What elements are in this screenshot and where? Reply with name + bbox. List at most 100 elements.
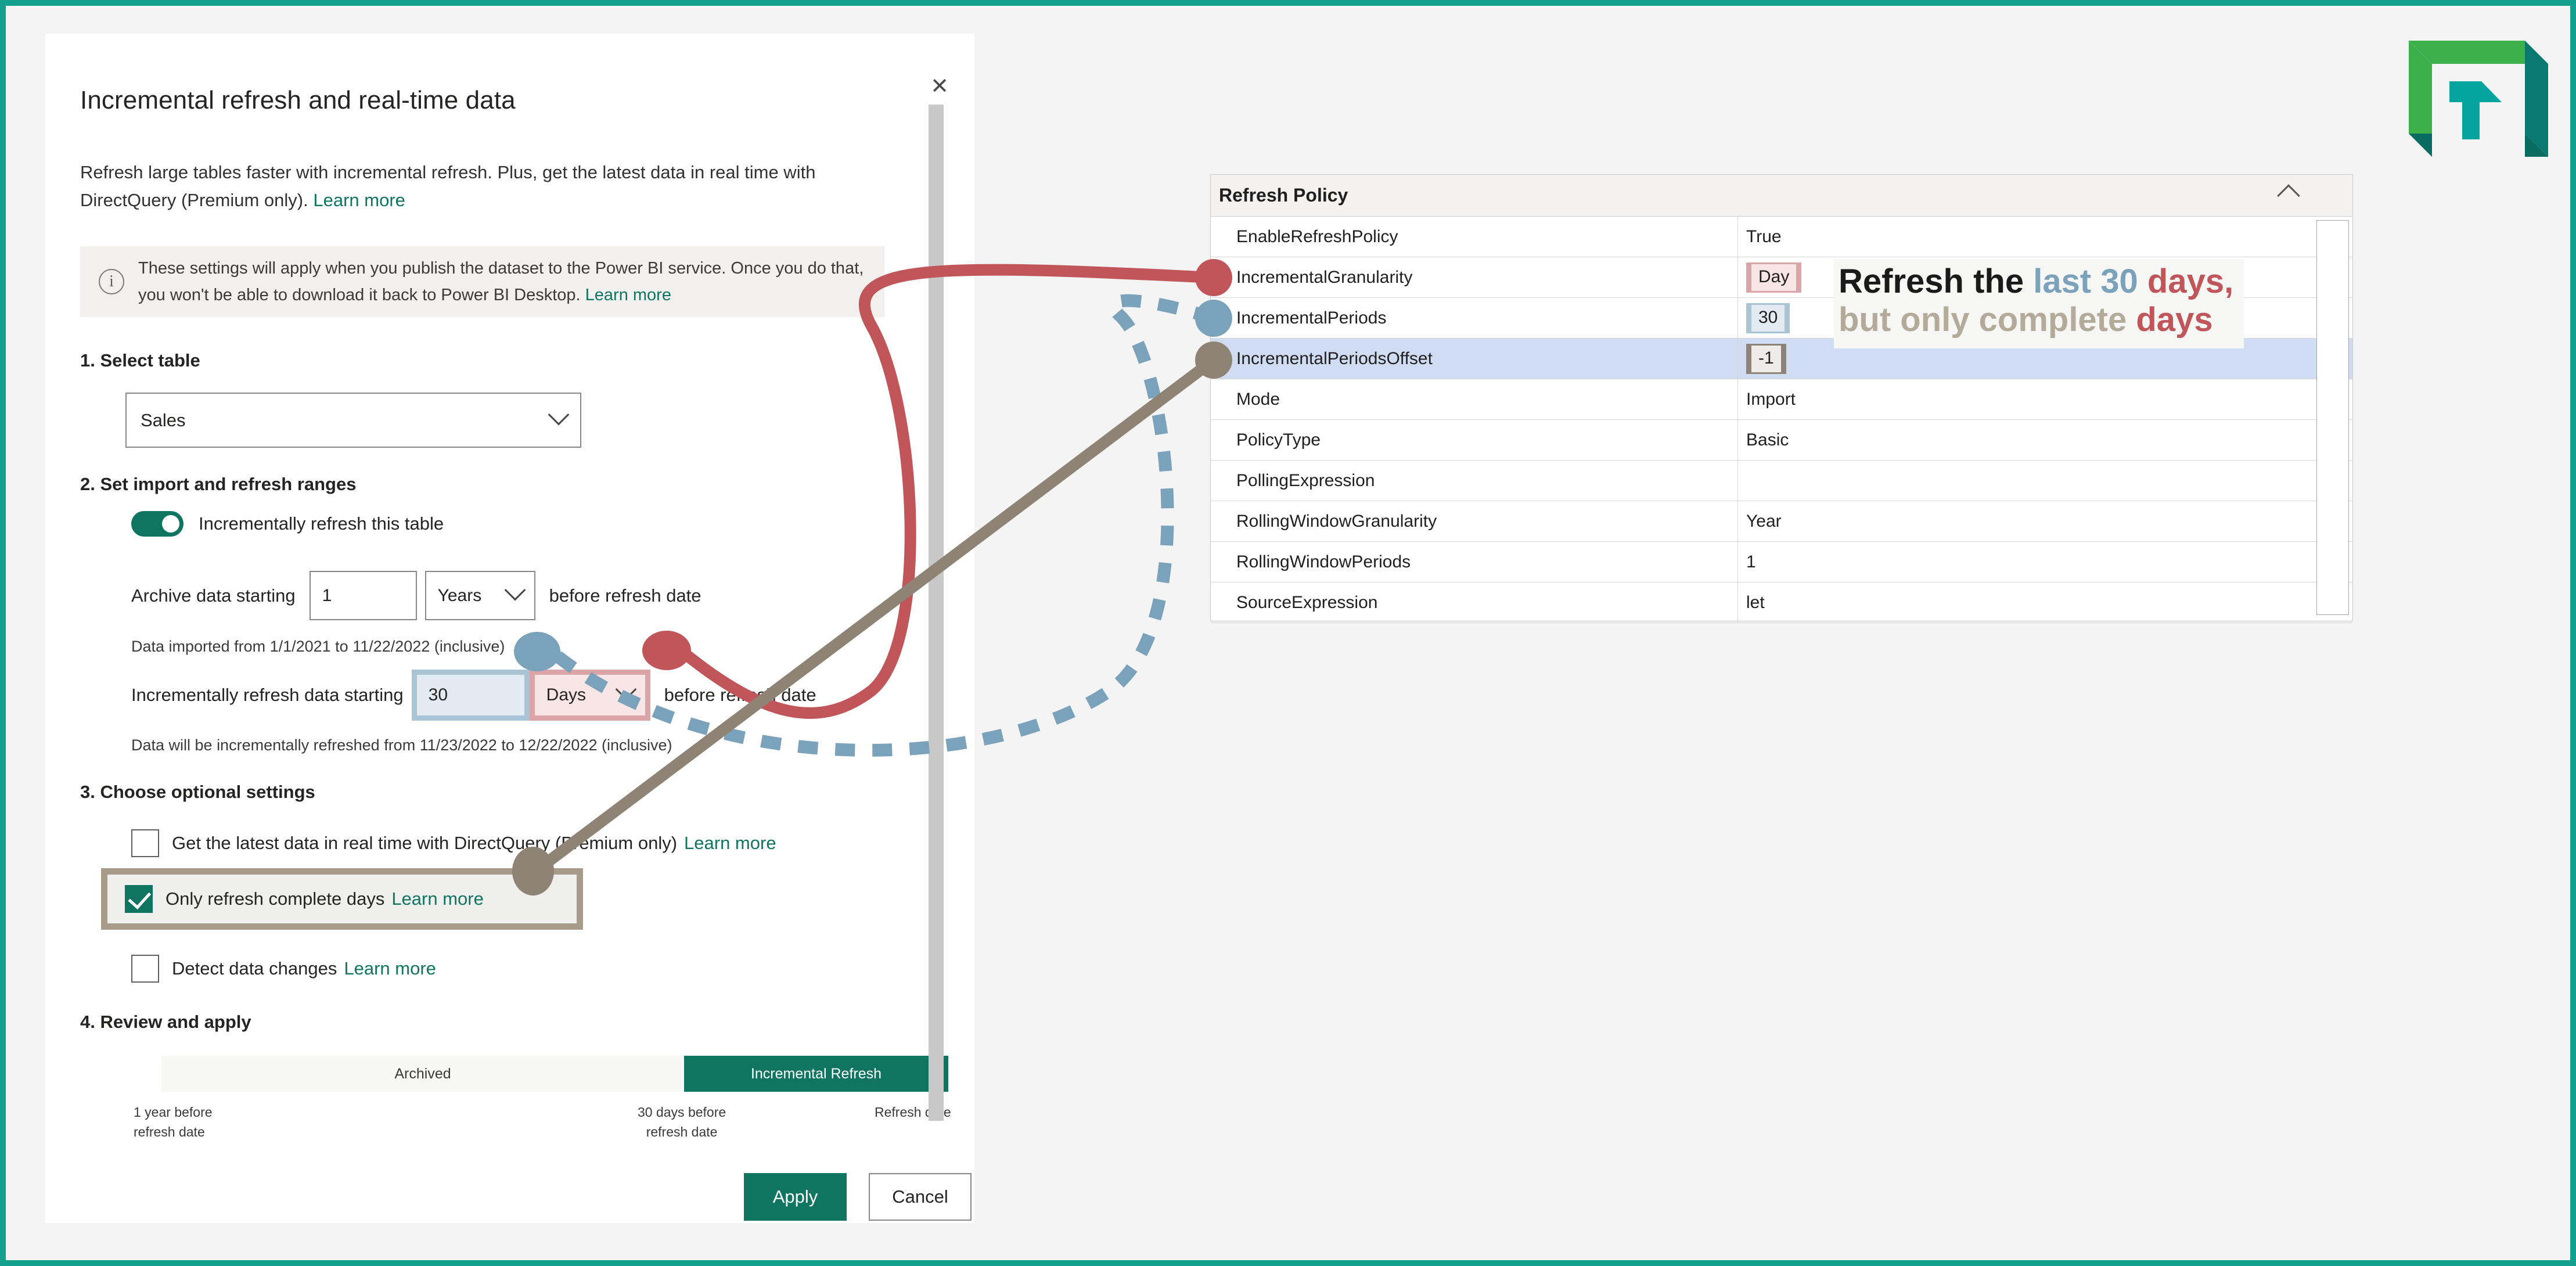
complete-days-checkbox[interactable] — [125, 885, 153, 913]
property-name: IncrementalGranularity — [1211, 257, 1738, 297]
table-row[interactable]: EnableRefreshPolicy True — [1211, 217, 2352, 257]
annotation-line2-part2: days — [2136, 301, 2213, 339]
table-row[interactable]: SourceExpression let — [1211, 582, 2352, 623]
option-directquery-row[interactable]: Get the latest data in real time with Di… — [131, 829, 776, 857]
learn-more-link[interactable]: Learn more — [391, 889, 484, 909]
table-row[interactable]: IncrementalPeriods 30 — [1211, 298, 2352, 339]
refresh-policy-property-grid: Refresh Policy EnableRefreshPolicy True … — [1210, 174, 2353, 623]
learn-more-link[interactable]: Learn more — [684, 833, 776, 853]
data-refreshed-note: Data will be incrementally refreshed fro… — [131, 736, 672, 754]
timeline-label-left: 1 year before refresh date — [134, 1105, 213, 1139]
table-row[interactable]: PollingExpression — [1211, 461, 2352, 501]
tabular-editor-logo — [2409, 41, 2548, 157]
property-value: Year — [1746, 511, 1782, 531]
close-icon[interactable]: ✕ — [930, 74, 949, 99]
property-value: let — [1746, 592, 1765, 612]
cancel-button[interactable]: Cancel — [869, 1173, 972, 1221]
table-row[interactable]: RollingWindowGranularity Year — [1211, 501, 2352, 542]
timeline-incremental-segment: Incremental Refresh — [684, 1056, 948, 1092]
detect-changes-label: Detect data changes — [172, 958, 337, 979]
property-name: IncrementalPeriods — [1211, 298, 1738, 338]
annotation-line2-part1: but only complete — [1839, 301, 2136, 339]
annotation-line1-part3: days, — [2138, 262, 2234, 300]
directquery-checkbox[interactable] — [131, 829, 159, 857]
property-name: SourceExpression — [1211, 582, 1738, 623]
property-name: Mode — [1211, 379, 1738, 419]
chevron-down-icon — [548, 404, 570, 425]
property-value: Import — [1746, 389, 1796, 409]
step-2-heading: 2. Set import and refresh ranges — [80, 474, 357, 494]
chevron-up-icon[interactable] — [2277, 184, 2300, 207]
incremental-unit-value: Days — [546, 685, 587, 704]
learn-more-link[interactable]: Learn more — [344, 958, 436, 979]
info-banner-text: These settings will apply when you publi… — [138, 255, 866, 308]
directquery-label: Get the latest data in real time with Di… — [172, 833, 678, 853]
property-name: RollingWindowPeriods — [1211, 542, 1738, 582]
property-value — [1738, 461, 2352, 501]
info-icon: i — [99, 269, 124, 294]
table-select-dropdown[interactable]: Sales — [125, 393, 581, 448]
dialog-description: Refresh large tables faster with increme… — [80, 159, 852, 214]
incremental-unit-dropdown[interactable]: Days — [534, 675, 645, 715]
page-title: Incremental refresh and real-time data — [80, 86, 516, 114]
info-banner: i These settings will apply when you pub… — [80, 246, 884, 317]
apply-button[interactable]: Apply — [744, 1173, 847, 1221]
step-4-heading: 4. Review and apply — [80, 1012, 251, 1032]
property-name: PollingExpression — [1211, 461, 1738, 501]
data-imported-note: Data imported from 1/1/2021 to 11/22/202… — [131, 638, 505, 655]
property-value: 1 — [1746, 552, 1756, 571]
table-row[interactable]: PolicyType Basic — [1211, 420, 2352, 461]
option-complete-days-row[interactable]: Only refresh complete days Learn more — [101, 868, 583, 930]
chevron-down-icon — [615, 678, 637, 700]
step-1-heading: 1. Select table — [80, 350, 200, 371]
table-row[interactable]: Mode Import — [1211, 379, 2352, 420]
incremental-unit-highlight: Days — [529, 670, 650, 721]
incremental-refresh-dialog: Incremental refresh and real-time data ✕… — [45, 34, 974, 1223]
property-value-cell: Day — [1738, 257, 2352, 297]
incremental-refresh-toggle-row: Incrementally refresh this table — [131, 511, 444, 537]
detect-changes-checkbox[interactable] — [131, 955, 159, 983]
dialog-scrollbar[interactable] — [929, 105, 944, 1121]
archive-suffix: before refresh date — [549, 585, 701, 606]
property-grid-scrollbar[interactable] — [2316, 220, 2349, 615]
info-text-content: These settings will apply when you publi… — [138, 259, 864, 304]
property-name: PolicyType — [1211, 420, 1738, 460]
status-badge: 30 — [1746, 303, 1790, 333]
property-value: True — [1746, 226, 1782, 246]
archive-range-row: Archive data starting 1 Years before ref… — [131, 571, 701, 620]
option-detect-changes-row[interactable]: Detect data changes Learn more — [131, 955, 436, 983]
property-value: Basic — [1746, 430, 1789, 449]
learn-more-link[interactable]: Learn more — [585, 286, 671, 304]
incremental-range-row: Incrementally refresh data starting 30 D… — [131, 670, 816, 721]
description-text: Refresh large tables faster with increme… — [80, 162, 816, 210]
annotation-line1-part2: last 30 — [2033, 262, 2138, 300]
annotation-line1-part1: Refresh the — [1839, 262, 2034, 300]
annotation-callout: Refresh the last 30 days, but only compl… — [1834, 259, 2244, 348]
chevron-down-icon — [504, 579, 526, 600]
incremental-value-highlight: 30 — [411, 670, 530, 721]
property-name: RollingWindowGranularity — [1211, 501, 1738, 541]
archive-unit-dropdown[interactable]: Years — [424, 571, 535, 620]
archive-value-input[interactable]: 1 — [309, 571, 417, 620]
incremental-refresh-toggle[interactable] — [131, 511, 184, 537]
property-grid-title: Refresh Policy — [1219, 185, 1348, 206]
learn-more-link[interactable]: Learn more — [313, 190, 405, 210]
table-row[interactable]: RollingWindowPeriods 1 — [1211, 542, 2352, 582]
timeline-label-mid: 30 days before refresh date — [638, 1105, 726, 1139]
status-badge: Day — [1746, 262, 1802, 293]
table-row[interactable]: IncrementalPeriodsOffset -1 — [1211, 339, 2352, 379]
property-value-cell: -1 — [1738, 339, 2352, 379]
property-grid-header: Refresh Policy — [1211, 175, 2352, 217]
complete-days-label: Only refresh complete days — [166, 889, 385, 909]
refresh-timeline: Archived Incremental Refresh — [161, 1056, 948, 1092]
property-name: EnableRefreshPolicy — [1211, 217, 1738, 257]
property-name: IncrementalPeriodsOffset — [1211, 339, 1738, 379]
step-3-heading: 3. Choose optional settings — [80, 782, 315, 802]
table-row[interactable]: IncrementalGranularity Day — [1211, 257, 2352, 298]
table-select-value: Sales — [141, 409, 186, 430]
incremental-suffix: before refresh date — [664, 685, 816, 705]
archive-unit-value: Years — [437, 585, 482, 605]
archive-label: Archive data starting — [131, 585, 296, 606]
property-value-cell: 30 — [1738, 298, 2352, 338]
incremental-value-input[interactable]: 30 — [416, 675, 524, 715]
